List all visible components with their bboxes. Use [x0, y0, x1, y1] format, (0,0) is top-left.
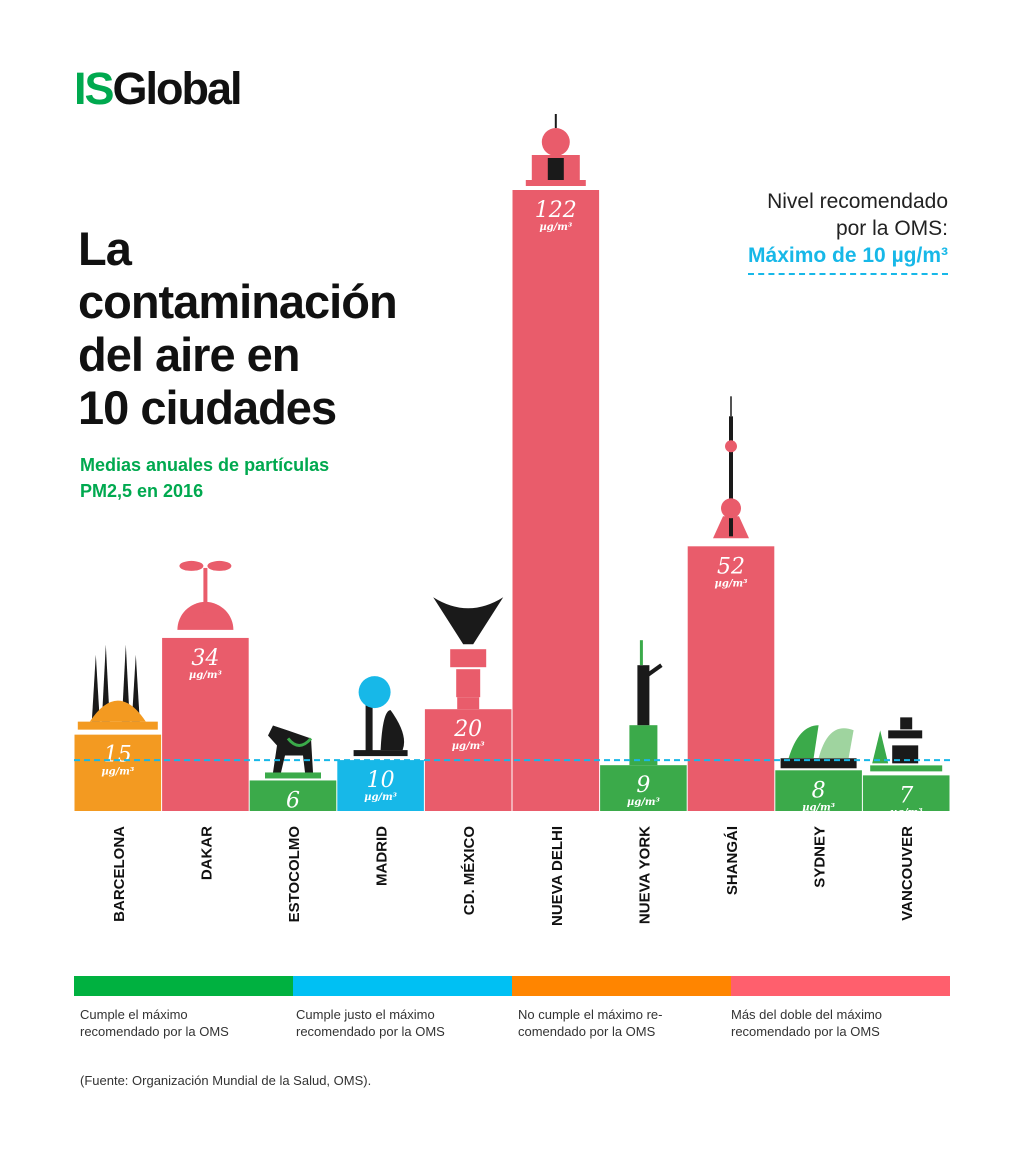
category-label-dakar: DAKAR — [198, 826, 215, 880]
bar-barcelona — [74, 734, 162, 811]
landmark-icon-barcelona — [77, 644, 158, 730]
logo-part-global: Global — [112, 63, 243, 114]
unit-label-estocolmo: µg/m³ — [277, 812, 311, 823]
unit-label-nuevadelhi: µg/m³ — [539, 222, 573, 233]
landmark-icon-nuevadelhi — [525, 114, 586, 186]
bar-nuevadelhi — [512, 190, 600, 811]
landmark-icon-nuevayork — [629, 640, 663, 766]
value-label-barcelona: 15 — [104, 743, 132, 768]
who-recommendation-note: Nivel recomendado por la OMS: Máximo de … — [748, 188, 948, 275]
landmark-icon-shangi — [713, 396, 749, 539]
landmark-icon-vancouver — [870, 717, 943, 772]
logo-part-is: IS — [74, 63, 115, 114]
who-note-line: Nivel recomendado — [767, 190, 948, 213]
unit-label-vancouver: µg/m³ — [890, 807, 924, 818]
category-label-vancouver: VANCOUVER — [899, 826, 916, 921]
unit-label-madrid: µg/m³ — [364, 792, 398, 803]
unit-label-barcelona: µg/m³ — [101, 767, 135, 778]
category-label-barcelona: BARCELONA — [111, 826, 128, 922]
bar-shangi — [687, 546, 775, 811]
bar-sydney — [775, 770, 862, 811]
page-title: La contaminación del aire en 10 ciudades — [78, 222, 398, 434]
bar-dakar — [162, 637, 249, 811]
value-label-vancouver: 7 — [899, 783, 913, 808]
legend-swatch-0 — [74, 976, 293, 996]
title-line: 10 ciudades — [78, 381, 337, 434]
title-line: del aire en — [78, 328, 300, 381]
value-label-nuevadelhi: 122 — [535, 198, 577, 223]
value-label-nuevayork: 9 — [636, 773, 650, 798]
unit-label-dakar: µg/m³ — [189, 670, 223, 681]
legend-label-orange: No cumple el máximo re-comendado por la … — [518, 1007, 663, 1039]
landmark-icon-cdmxico — [433, 597, 504, 710]
value-label-estocolmo: 6 — [286, 788, 300, 813]
unit-label-nuevayork: µg/m³ — [627, 797, 661, 808]
bar-madrid — [337, 760, 424, 811]
legend-label-blue: Cumple justo el máximo recomendado por la… — [296, 1007, 445, 1039]
landmark-icon-madrid — [353, 676, 408, 757]
bar-estocolmo — [249, 780, 337, 811]
landmark-icon-estocolmo — [265, 725, 321, 779]
source-note: (Fuente: Organización Mundial de la Salu… — [80, 1073, 372, 1088]
title-line: contaminación — [78, 275, 398, 328]
subtitle: Medias anuales de partículas PM2,5 en 20… — [80, 452, 329, 504]
category-label-shangi: SHANGÁI — [724, 826, 741, 895]
legend-swatch-3 — [731, 976, 950, 996]
category-label-madrid: MADRID — [374, 826, 391, 886]
unit-label-shangi: µg/m³ — [715, 578, 749, 589]
subtitle-line: PM2,5 en 2016 — [80, 481, 204, 501]
category-label-cdmxico: CD. MÉXICO — [461, 826, 478, 916]
category-label-sydney: SYDNEY — [812, 826, 829, 888]
value-label-dakar: 34 — [191, 646, 219, 671]
value-label-cdmxico: 20 — [453, 717, 482, 742]
value-label-shangi: 52 — [717, 554, 745, 579]
who-max-value: Máximo de 10 µg/m³ — [748, 242, 948, 275]
bar-nuevayork — [600, 765, 687, 811]
landmark-icon-dakar — [177, 560, 234, 630]
bar-vancouver — [862, 775, 950, 811]
value-label-madrid: 10 — [367, 768, 395, 793]
legend-swatch-1 — [293, 976, 512, 996]
category-label-nuevadelhi: NUEVA DELHI — [549, 826, 566, 926]
legend-swatch-2 — [512, 976, 731, 996]
category-label-estocolmo: ESTOCOLMO — [286, 826, 303, 923]
legend-label-green: Cumple el máximo recomendado por la OMS — [80, 1007, 229, 1039]
value-label-sydney: 8 — [812, 778, 826, 803]
subtitle-line: Medias anuales de partículas — [80, 455, 330, 475]
legend-label-pink: Más del doble del máximo recomendado por … — [731, 1007, 883, 1039]
unit-label-sydney: µg/m³ — [802, 802, 836, 813]
title-line: La — [78, 222, 132, 275]
category-label-nuevayork: NUEVA YORK — [636, 826, 653, 924]
unit-label-cdmxico: µg/m³ — [452, 741, 486, 752]
who-note-line: por la OMS: — [835, 217, 948, 240]
landmark-icon-sydney — [780, 725, 857, 769]
isglobal-logo: ISGlobal — [74, 63, 243, 114]
